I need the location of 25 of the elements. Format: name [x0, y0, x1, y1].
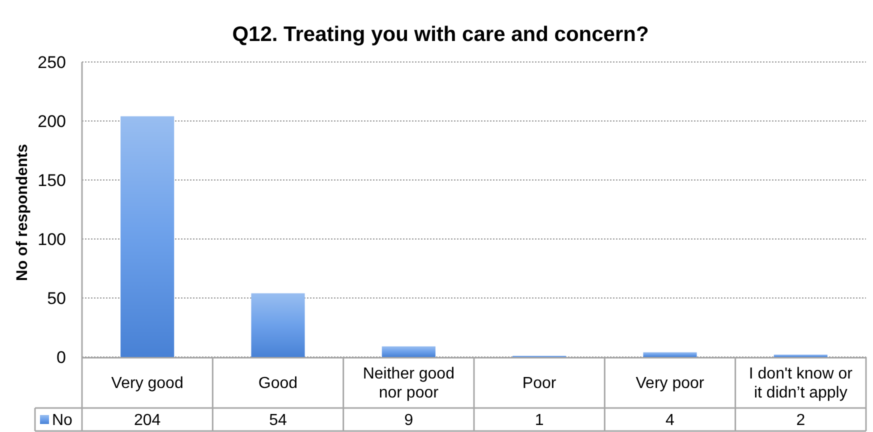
data-label: 9 — [404, 412, 414, 430]
x-tick-label: Poor — [522, 375, 557, 392]
data-label: 204 — [134, 412, 161, 430]
legend-label: No — [52, 412, 73, 430]
y-tick-label: 100 — [38, 230, 66, 249]
bar — [643, 352, 697, 357]
y-tick-label: 0 — [56, 348, 66, 367]
y-tick-label: 150 — [38, 170, 66, 190]
x-tick-label: Good — [258, 375, 298, 392]
data-label: 1 — [534, 412, 544, 430]
chart-title: Q12. Treating you with care and concern? — [232, 23, 649, 46]
bar — [251, 293, 305, 357]
y-axis-title: No of respondents — [14, 144, 31, 281]
x-tick-label: Very poor — [636, 375, 705, 392]
x-tick-label: I don't know or it didn’t apply — [748, 366, 854, 402]
y-tick-label: 200 — [38, 112, 66, 131]
x-tick-label: Very good — [111, 375, 184, 392]
bar — [382, 346, 436, 357]
y-tick-label: 250 — [38, 52, 66, 72]
bar — [120, 116, 174, 357]
data-label: 2 — [796, 412, 806, 430]
data-label: 54 — [269, 412, 287, 430]
y-tick-label: 50 — [47, 288, 66, 308]
data-label: 4 — [666, 412, 675, 430]
x-tick-label: Neither good nor poor — [362, 366, 454, 402]
